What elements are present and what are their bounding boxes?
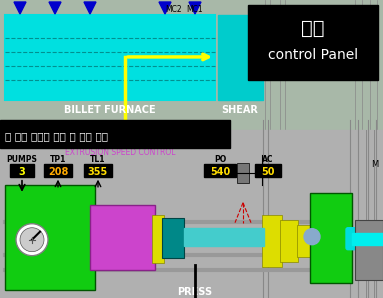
Text: SHEAR: SHEAR bbox=[221, 105, 259, 115]
Text: 208: 208 bbox=[48, 167, 68, 177]
Text: M: M bbox=[372, 160, 379, 169]
Bar bbox=[5, 15, 215, 100]
Bar bbox=[0, 0, 383, 130]
Bar bbox=[355, 220, 383, 280]
Text: EXTRUSION SPEED CONTROL: EXTRUSION SPEED CONTROL bbox=[65, 148, 175, 157]
Bar bbox=[248, 5, 378, 80]
Text: PRESS: PRESS bbox=[177, 287, 213, 297]
Polygon shape bbox=[189, 2, 201, 14]
Bar bbox=[0, 120, 230, 148]
Bar bbox=[152, 215, 164, 263]
Polygon shape bbox=[49, 2, 61, 14]
Text: 3: 3 bbox=[19, 167, 25, 177]
Text: 50: 50 bbox=[261, 167, 275, 177]
Text: TL1: TL1 bbox=[90, 155, 106, 164]
Polygon shape bbox=[159, 2, 171, 14]
Text: TP1: TP1 bbox=[50, 155, 66, 164]
Text: 램 위치 제어를 통한 램 속도 제어: 램 위치 제어를 통한 램 속도 제어 bbox=[5, 131, 108, 141]
Bar bbox=[310, 193, 352, 283]
Text: BILLET FURNACE: BILLET FURNACE bbox=[64, 105, 156, 115]
Text: MC1: MC1 bbox=[187, 5, 203, 15]
Circle shape bbox=[304, 229, 320, 245]
Text: PUMPS: PUMPS bbox=[7, 155, 38, 164]
FancyBboxPatch shape bbox=[346, 228, 383, 250]
Text: PO: PO bbox=[214, 155, 226, 164]
Bar bbox=[262, 215, 282, 267]
Bar bbox=[352, 233, 383, 245]
Bar bbox=[280, 220, 298, 262]
Bar bbox=[5, 185, 95, 290]
Polygon shape bbox=[14, 2, 26, 14]
Bar bbox=[218, 15, 263, 100]
Polygon shape bbox=[84, 2, 96, 14]
Text: MC2: MC2 bbox=[166, 5, 182, 15]
Bar bbox=[255, 164, 281, 177]
Text: AC: AC bbox=[262, 155, 274, 164]
Text: 355: 355 bbox=[88, 167, 108, 177]
Bar bbox=[237, 163, 249, 183]
Text: 540: 540 bbox=[210, 167, 230, 177]
Bar bbox=[90, 205, 155, 270]
Bar bbox=[10, 164, 34, 177]
Circle shape bbox=[16, 224, 48, 256]
Bar bbox=[44, 164, 72, 177]
Bar bbox=[0, 130, 383, 298]
Text: 등속: 등속 bbox=[301, 18, 325, 38]
Text: control Panel: control Panel bbox=[268, 48, 358, 62]
Bar bbox=[162, 218, 184, 258]
Bar bbox=[297, 225, 312, 257]
Bar bbox=[184, 228, 264, 246]
Bar bbox=[204, 164, 236, 177]
Circle shape bbox=[20, 228, 44, 252]
Bar bbox=[84, 164, 112, 177]
